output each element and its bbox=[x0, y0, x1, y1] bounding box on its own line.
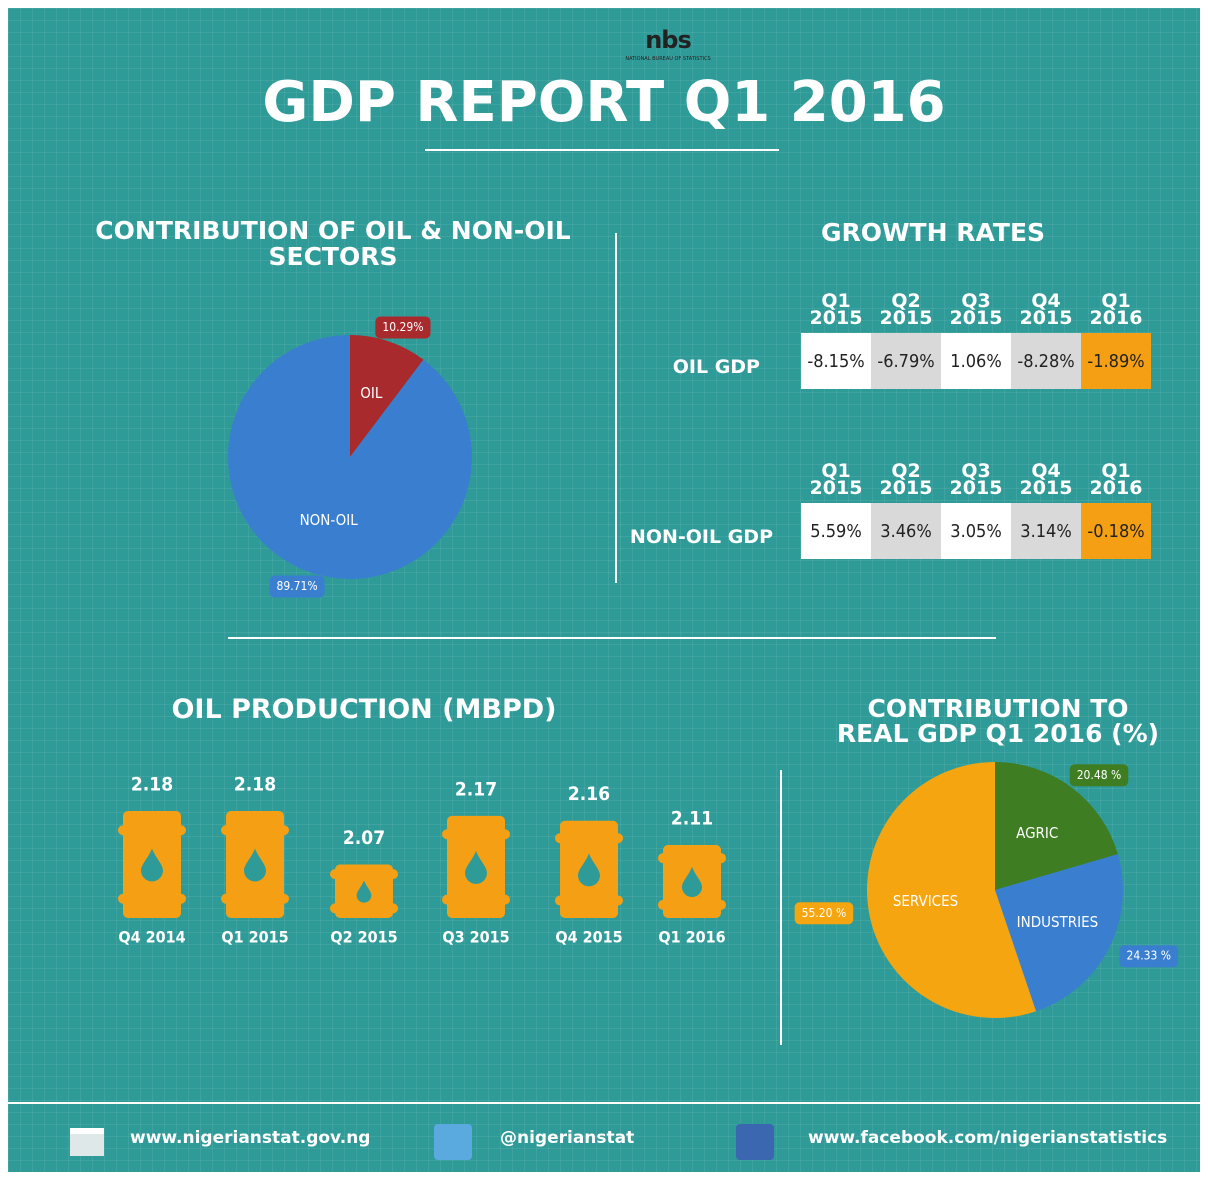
table-header: Q1 2015 Q2 2015 Q3 2015 Q4 2015 Q1 2016 bbox=[801, 290, 1151, 329]
cell: -0.18% bbox=[1081, 503, 1151, 559]
slice-label: SERVICES bbox=[893, 892, 958, 910]
section-title: GROWTH RATES bbox=[820, 218, 1046, 247]
web-icon bbox=[70, 1128, 104, 1156]
barrel-band bbox=[118, 893, 186, 904]
logo-sub: NATIONAL BUREAU OF STATISTICS bbox=[625, 56, 711, 62]
slice-label: OIL bbox=[360, 384, 383, 402]
table-row: -8.15% -6.79% 1.06% -8.28% -1.89% bbox=[801, 333, 1151, 389]
slice-label: INDUSTRIES bbox=[1017, 913, 1099, 931]
pie-slice bbox=[995, 854, 1123, 1012]
barrel-band bbox=[555, 833, 623, 844]
barrel-band bbox=[658, 853, 726, 864]
barrel-drop bbox=[141, 848, 163, 882]
value-label: 2.11 bbox=[671, 808, 713, 830]
category-label: Q3 2015 bbox=[442, 928, 509, 947]
column-header: Q3 2015 bbox=[949, 290, 1003, 329]
category-label: Q1 2016 bbox=[658, 928, 725, 947]
barrel-band bbox=[330, 903, 398, 914]
slice-label: NON-OIL bbox=[300, 511, 359, 529]
category-label: Q2 2015 bbox=[330, 928, 397, 947]
value-label: 2.17 bbox=[455, 778, 497, 800]
value-label: 89.71% bbox=[276, 579, 317, 593]
charts: OIL 10.29% NON-OIL 89.71% 2.18 Q4 2014 2.18 Q1 … bbox=[118, 316, 1179, 1018]
value-tag bbox=[1069, 764, 1129, 787]
facebook[interactable]: www.facebook.com/nigerianstatistics bbox=[808, 1128, 1168, 1148]
pie-slice bbox=[866, 762, 1037, 1018]
barrel-band bbox=[330, 869, 398, 880]
title: GDP REPORT Q1 2016 bbox=[262, 70, 946, 135]
barrel-band bbox=[118, 825, 186, 836]
cell: 1.06% bbox=[941, 333, 1011, 389]
pie-slice bbox=[227, 335, 472, 579]
cell: 5.59% bbox=[801, 503, 871, 559]
value-label: 2.16 bbox=[568, 783, 610, 805]
value-label: 2.07 bbox=[343, 827, 385, 849]
barrel-band bbox=[658, 899, 726, 910]
logo: nbs bbox=[645, 26, 692, 54]
category-label: Q1 2015 bbox=[221, 928, 288, 947]
pie-slice bbox=[995, 762, 1118, 890]
section-title: CONTRIBUTION TO REAL GDP Q1 2016 (%) bbox=[836, 694, 1160, 748]
column-header: Q2 2015 bbox=[879, 290, 933, 329]
barrel-band bbox=[442, 894, 510, 905]
value-tag bbox=[375, 316, 431, 339]
infographic: nbs NATIONAL BUREAU OF STATISTICS GDP RE… bbox=[8, 8, 1200, 1172]
value-label: 10.29% bbox=[382, 320, 423, 334]
barrel-drop bbox=[578, 853, 600, 887]
barrel-drop bbox=[356, 880, 372, 903]
cell: 3.14% bbox=[1011, 503, 1081, 559]
divider bbox=[615, 233, 617, 583]
cell: -8.28% bbox=[1011, 333, 1081, 389]
barrel-drop bbox=[681, 866, 703, 898]
twitter[interactable]: @nigerianstat bbox=[500, 1128, 635, 1148]
divider bbox=[780, 770, 782, 1045]
category-label: Q4 2014 bbox=[118, 928, 185, 947]
value-label: 55.20 % bbox=[802, 906, 847, 920]
website[interactable]: www.nigerianstat.gov.ng bbox=[130, 1128, 371, 1148]
slice-label: AGRIC bbox=[1016, 824, 1058, 842]
barrel-band bbox=[221, 825, 289, 836]
pie-slice bbox=[350, 335, 424, 457]
rule bbox=[8, 1102, 1200, 1104]
barrel-band bbox=[221, 893, 289, 904]
section-title: OIL PRODUCTION (MBPD) bbox=[171, 694, 557, 725]
cell: -1.89% bbox=[1081, 333, 1151, 389]
barrel-drop bbox=[465, 850, 487, 884]
category-label: Q4 2015 bbox=[555, 928, 622, 947]
barrel-band bbox=[442, 829, 510, 840]
facebook-icon bbox=[736, 1124, 774, 1160]
value-tag bbox=[794, 902, 854, 925]
section-title: CONTRIBUTION OF OIL & NON-OIL SECTORS bbox=[95, 216, 571, 271]
cell: -6.79% bbox=[871, 333, 941, 389]
value-tag bbox=[269, 575, 325, 598]
growth-table: Q1 2015 Q2 2015 Q3 2015 Q4 2015 Q1 2016 -8.15… bbox=[801, 290, 1151, 389]
cell: -8.15% bbox=[801, 333, 871, 389]
barrel-drop bbox=[244, 848, 266, 882]
column-header: Q1 2016 bbox=[1089, 460, 1143, 499]
value-label: 2.18 bbox=[234, 774, 276, 796]
value-label: 20.48 % bbox=[1077, 768, 1122, 782]
column-header: Q1 2015 bbox=[809, 290, 863, 329]
table-header: Q1 2015 Q2 2015 Q3 2015 Q4 2015 Q1 2016 bbox=[801, 460, 1151, 499]
column-header: Q1 2015 bbox=[809, 460, 863, 499]
column-header: Q1 2016 bbox=[1089, 290, 1143, 329]
row-label: NON-OIL GDP bbox=[629, 526, 773, 548]
column-header: Q4 2015 bbox=[1019, 460, 1073, 499]
rule bbox=[425, 149, 779, 151]
growth-table: Q1 2015 Q2 2015 Q3 2015 Q4 2015 Q1 2016 5.59%… bbox=[801, 460, 1151, 559]
table-row: 5.59% 3.46% 3.05% 3.14% -0.18% bbox=[801, 503, 1151, 559]
value-tag bbox=[1119, 945, 1179, 968]
cell: 3.05% bbox=[941, 503, 1011, 559]
barrel-band bbox=[555, 895, 623, 906]
row-label: OIL GDP bbox=[672, 356, 760, 378]
value-label: 24.33 % bbox=[1126, 949, 1171, 963]
twitter-icon bbox=[434, 1124, 472, 1160]
rule bbox=[228, 637, 996, 639]
column-header: Q2 2015 bbox=[879, 460, 933, 499]
value-label: 2.18 bbox=[131, 774, 173, 796]
column-header: Q4 2015 bbox=[1019, 290, 1073, 329]
column-header: Q3 2015 bbox=[949, 460, 1003, 499]
cell: 3.46% bbox=[871, 503, 941, 559]
